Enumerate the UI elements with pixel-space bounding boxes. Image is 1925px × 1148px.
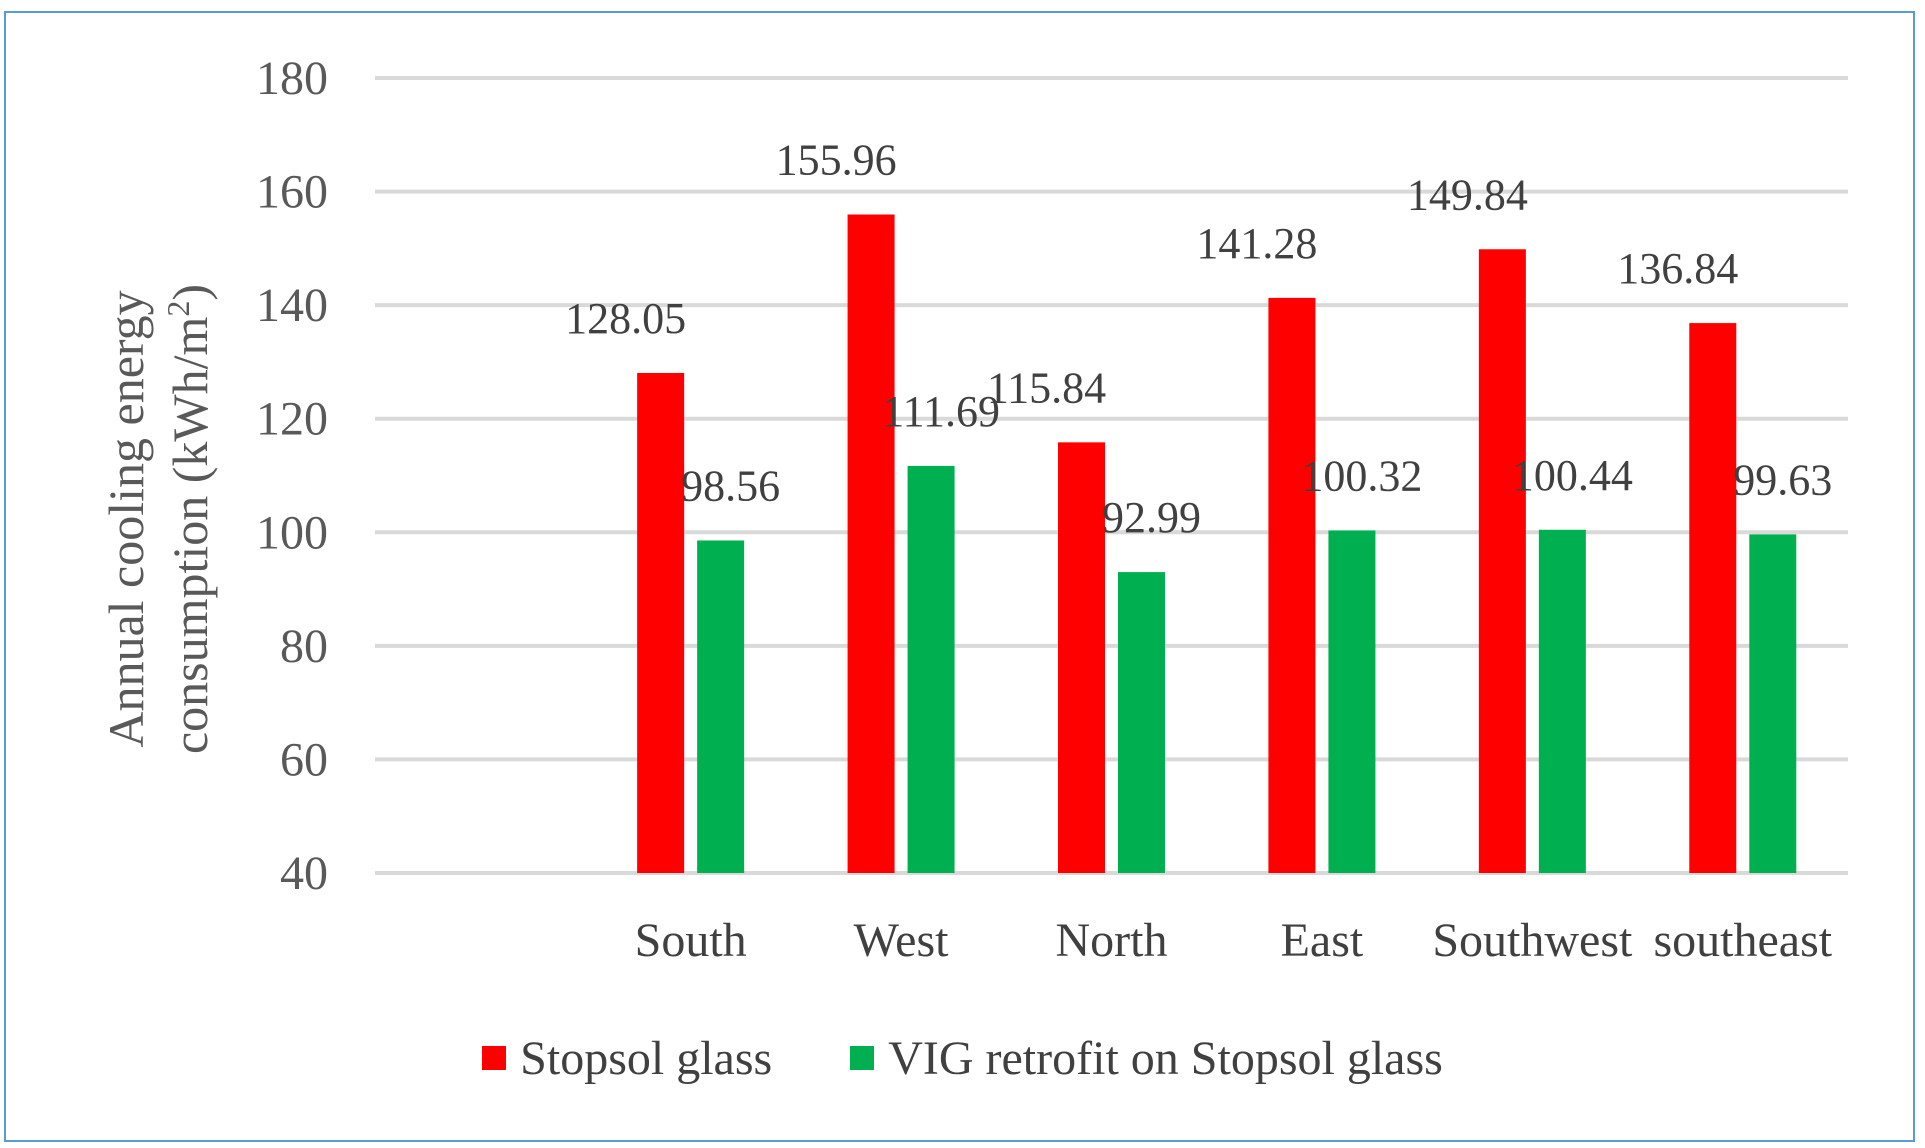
data-label-vig-east: 100.32 <box>1301 451 1422 500</box>
data-label-vig-southeast: 99.63 <box>1733 455 1832 504</box>
data-label-stopsol-southwest: 149.84 <box>1407 170 1528 219</box>
y-axis-ticks: 40 60 80 100 120 140 160 180 <box>256 52 328 900</box>
data-label-vig-north: 92.99 <box>1102 493 1201 542</box>
y-tick-label-100: 100 <box>256 506 328 559</box>
chart-frame <box>4 11 1915 1142</box>
data-label-vig-west: 111.69 <box>882 387 1000 436</box>
legend-label-vig: VIG retrofit on Stopsol glass <box>888 1031 1443 1085</box>
bar-vig-south <box>697 540 745 873</box>
y-axis-title-line1: Annual cooling energy <box>98 290 154 747</box>
bar-stopsol-east <box>1268 297 1316 874</box>
bar-vig-east <box>1328 530 1376 873</box>
data-label-vig-south: 98.56 <box>681 461 780 510</box>
y-axis-title-superscript: 2 <box>160 301 196 317</box>
y-axis-title-line2: consumption (kWh/m2) <box>160 284 218 754</box>
bars <box>637 214 1797 874</box>
category-label-south: South <box>635 914 747 967</box>
category-label-southeast: southeast <box>1653 914 1832 967</box>
legend-swatch-red <box>482 1046 507 1070</box>
y-axis-title-unit: consumption (kWh/m <box>162 316 218 754</box>
bar-stopsol-south <box>637 373 685 873</box>
y-tick-label-40: 40 <box>280 847 328 900</box>
category-label-southwest: Southwest <box>1432 914 1633 967</box>
data-label-stopsol-east: 141.28 <box>1196 219 1317 268</box>
y-tick-label-160: 160 <box>256 166 328 219</box>
legend-swatch-green <box>850 1046 875 1070</box>
category-label-north: North <box>1056 914 1168 967</box>
bar-vig-southeast <box>1749 534 1797 873</box>
y-tick-label-180: 180 <box>256 52 328 105</box>
bar-vig-southwest <box>1538 529 1586 873</box>
bar-stopsol-west <box>847 214 895 873</box>
bar-stopsol-southeast <box>1689 323 1737 873</box>
data-label-stopsol-north: 115.84 <box>987 363 1106 412</box>
bar-vig-north <box>1118 572 1165 873</box>
legend-label-stopsol: Stopsol glass <box>520 1031 773 1085</box>
legend-item-stopsol: Stopsol glass <box>482 1031 772 1086</box>
gridlines <box>375 76 1848 875</box>
category-label-east: East <box>1281 914 1364 967</box>
category-label-west: West <box>854 914 949 967</box>
data-label-stopsol-west: 155.96 <box>776 136 897 185</box>
legend: Stopsol glass VIG retrofit on Stopsol gl… <box>0 1028 1925 1088</box>
y-tick-label-80: 80 <box>280 620 328 673</box>
y-tick-label-60: 60 <box>280 733 328 786</box>
legend-item-vig: VIG retrofit on Stopsol glass <box>850 1031 1443 1086</box>
y-tick-label-120: 120 <box>256 393 328 446</box>
data-label-stopsol-south: 128.05 <box>565 294 686 343</box>
data-label-vig-southwest: 100.44 <box>1512 451 1633 500</box>
bar-stopsol-southwest <box>1478 249 1526 873</box>
data-label-stopsol-southeast: 136.84 <box>1617 244 1738 293</box>
bar-stopsol-north <box>1058 442 1105 873</box>
y-axis-title-close: ) <box>162 284 218 301</box>
y-tick-label-140: 140 <box>256 279 328 332</box>
bar-vig-west <box>907 465 955 873</box>
x-axis-categories: South West North East Southwest southeast <box>635 914 1833 967</box>
